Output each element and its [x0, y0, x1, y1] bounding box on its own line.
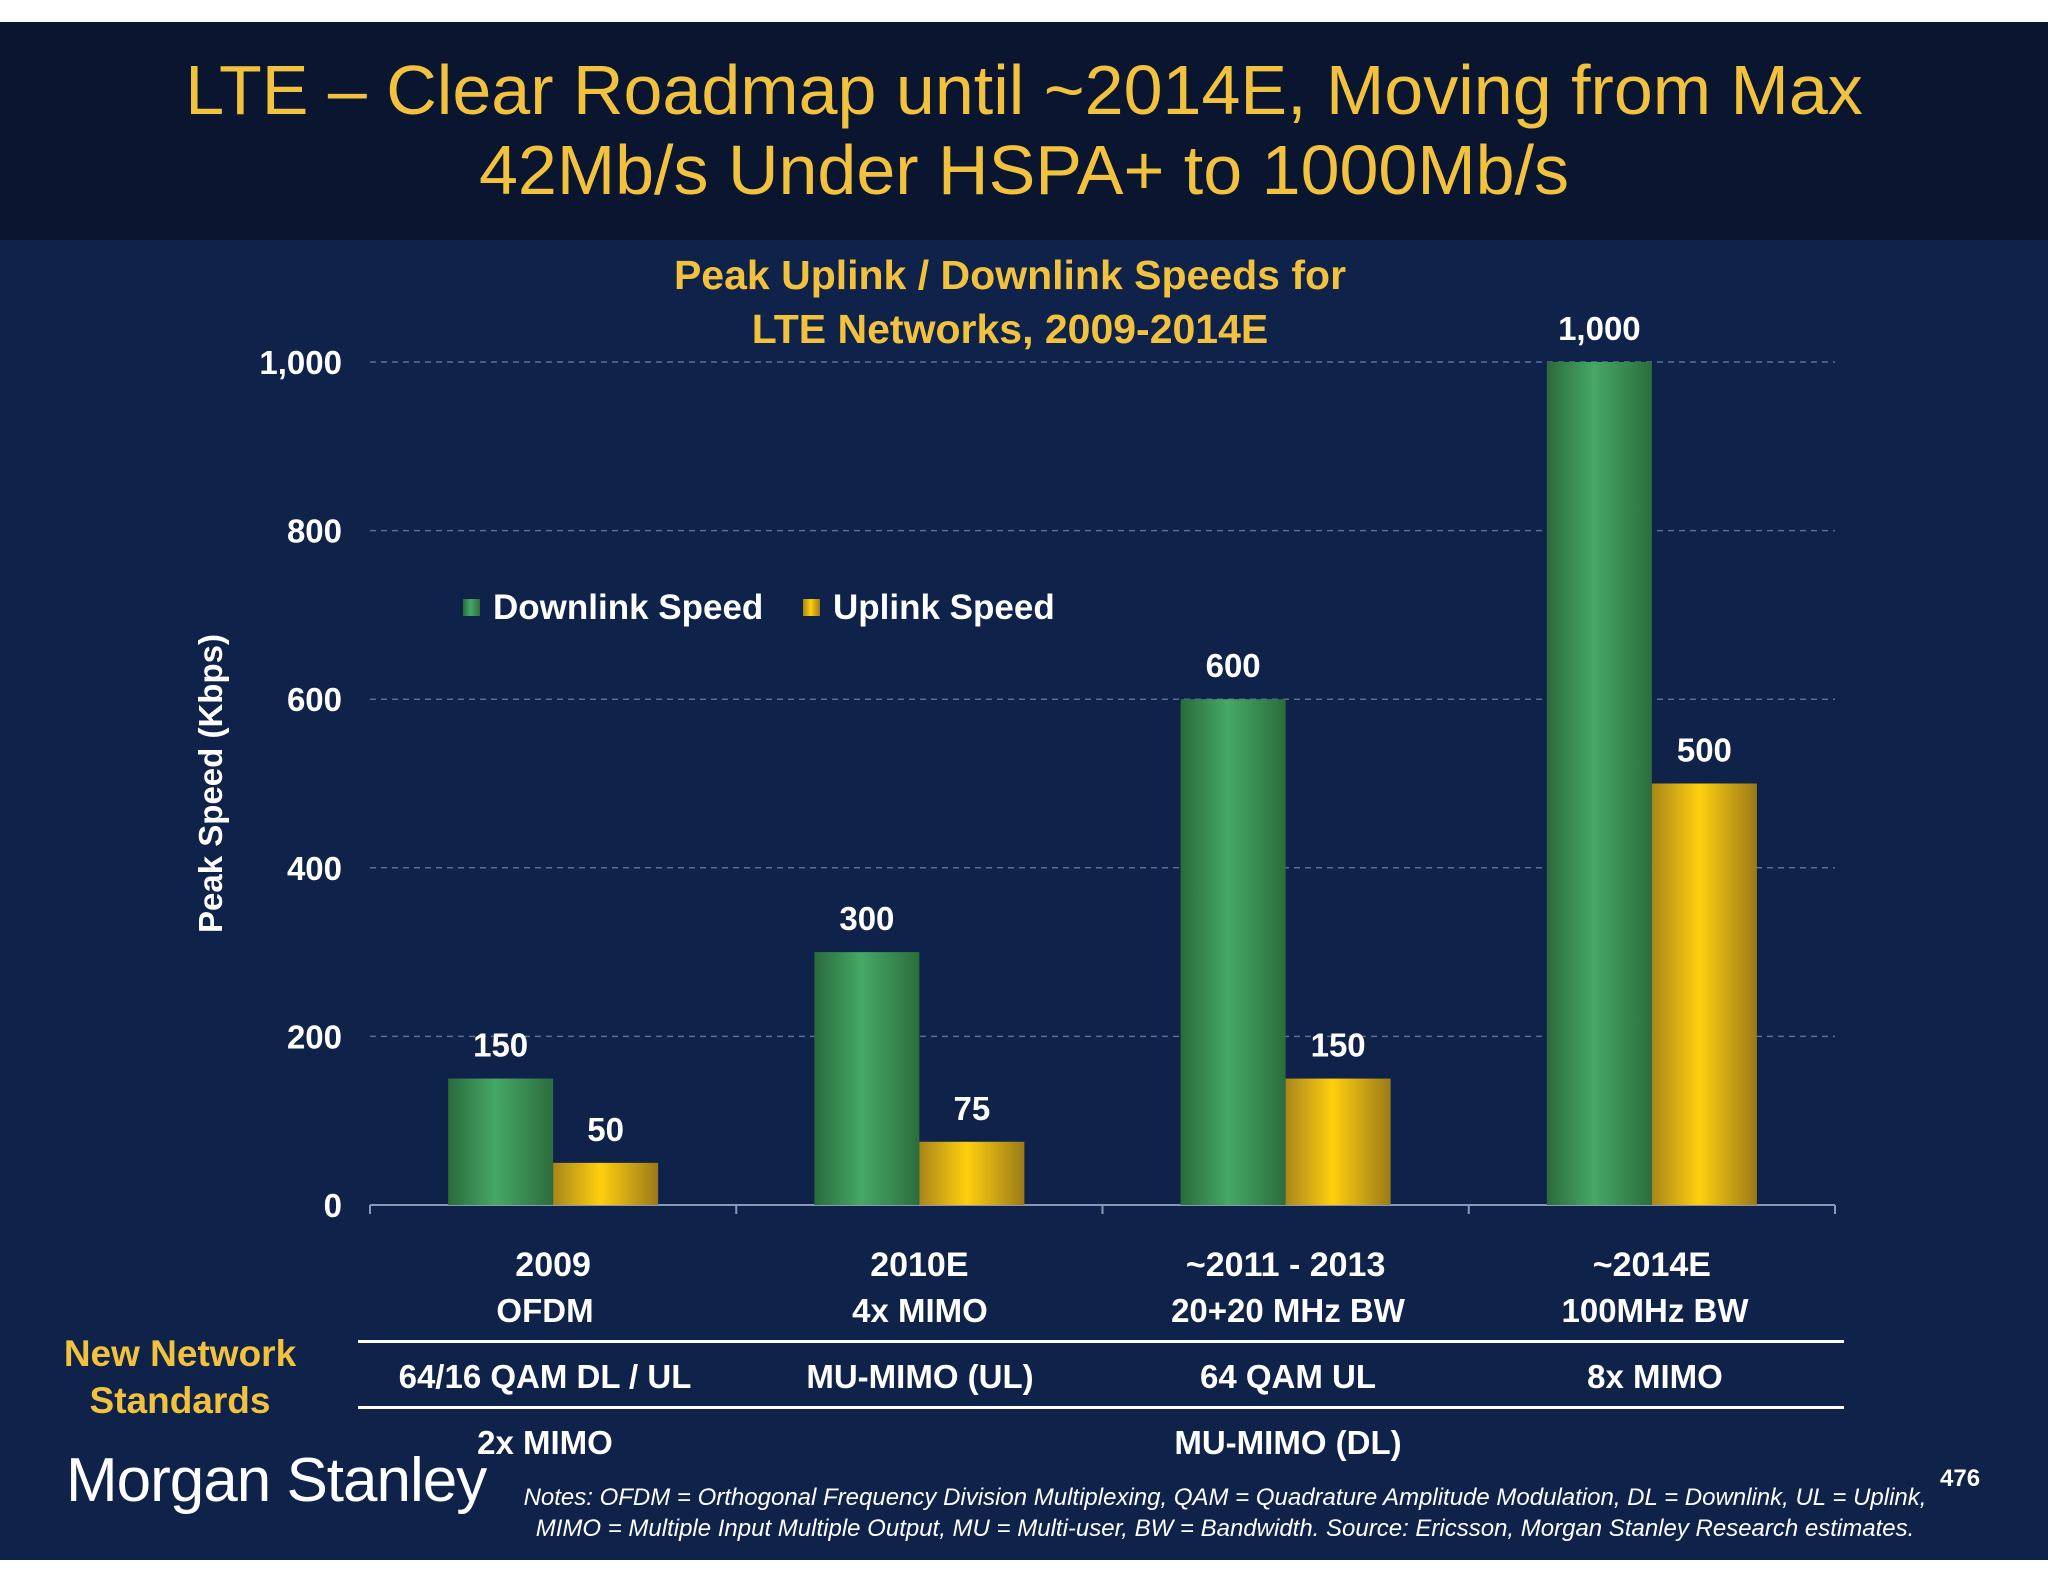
- y-tick-label: 0: [324, 1187, 342, 1224]
- legend-uplink-label: Uplink Speed: [833, 588, 1055, 627]
- standards-row-1: OFDM 4x MIMO 20+20 MHz BW 100MHz BW: [0, 1286, 2048, 1336]
- footnotes: Notes: OFDM = Orthogonal Frequency Divis…: [470, 1482, 1980, 1544]
- downlink-bar: [1546, 362, 1652, 1205]
- legend-uplink-swatch: [803, 599, 820, 616]
- x-category-label: ~2014E: [1593, 1246, 1711, 1284]
- title-band: [0, 22, 2048, 240]
- chart-title-line-2: LTE Networks, 2009-2014E: [751, 306, 1269, 352]
- page-number: 476: [1940, 1465, 1981, 1492]
- y-tick-label: 400: [287, 850, 342, 887]
- table-divider-2: [358, 1406, 1844, 1409]
- label-layer: 150 50 2009 300 75 2010E 600 150 ~2011 - 2013 1,0…: [473, 310, 1732, 1284]
- x-category-label: 2009: [515, 1246, 591, 1284]
- morgan-stanley-logo: Morgan Stanley: [66, 1446, 487, 1515]
- y-tick-label: 600: [287, 681, 342, 718]
- x-category-label: 2010E: [870, 1246, 968, 1284]
- data-label: 500: [1677, 732, 1732, 769]
- slide: LTE – Clear Roadmap until ~2014E, Moving…: [0, 22, 2048, 1560]
- x-category-label: ~2011 - 2013: [1186, 1246, 1385, 1284]
- downlink-bar: [814, 952, 920, 1205]
- standards-cell: MU-MIMO (UL): [806, 1358, 1034, 1395]
- data-label: 150: [473, 1027, 528, 1064]
- standards-cell: 8x MIMO: [1587, 1358, 1723, 1395]
- data-label: 600: [1206, 647, 1261, 684]
- legend-downlink-swatch: [463, 599, 480, 616]
- downlink-bar: [448, 1078, 554, 1205]
- footnote-line-1: Notes: OFDM = Orthogonal Frequency Divis…: [523, 1484, 1927, 1511]
- standards-cell: 4x MIMO: [852, 1292, 988, 1329]
- standards-cell: OFDM: [496, 1292, 594, 1329]
- y-axis-label: Peak Speed (Kbps): [192, 634, 229, 933]
- standards-label-line-2: Standards: [89, 1380, 271, 1421]
- slide-title-line-2: 42Mb/s Under HSPA+ to 1000Mb/s: [478, 131, 1570, 209]
- chart-title-line-1: Peak Uplink / Downlink Speeds for: [673, 252, 1347, 298]
- legend-layer: Downlink Speed Uplink Speed: [463, 588, 1055, 627]
- y-tick-label: 1,000: [259, 344, 342, 381]
- chart-title: Peak Uplink / Downlink Speeds for LTE Ne…: [600, 248, 1420, 356]
- standards-cell: MU-MIMO (DL): [1174, 1424, 1402, 1461]
- data-label: 50: [587, 1111, 624, 1148]
- y-tick-label: 200: [287, 1018, 342, 1055]
- data-label: 300: [839, 900, 894, 937]
- bar-chart: 0 200 400 600 800 1,000 Peak Speed (Kbps) 150 5…: [192, 310, 1836, 1284]
- data-label: 1,000: [1558, 310, 1641, 347]
- uplink-bar: [553, 1162, 659, 1205]
- standards-cell: 2x MIMO: [477, 1424, 613, 1461]
- standards-row-3: 2x MIMO MU-MIMO (DL): [0, 1418, 2048, 1468]
- grid-layer: [370, 361, 1835, 1038]
- uplink-bar: [1651, 783, 1757, 1205]
- y-tick-label: 800: [287, 513, 342, 550]
- uplink-bar: [1285, 1078, 1391, 1205]
- legend-downlink-label: Downlink Speed: [493, 588, 763, 627]
- standards-cell: 20+20 MHz BW: [1171, 1292, 1405, 1329]
- uplink-bar: [919, 1141, 1025, 1205]
- standards-cell: 64/16 QAM DL / UL: [398, 1358, 692, 1395]
- standards-row-2: 64/16 QAM DL / UL MU-MIMO (UL) 64 QAM UL…: [0, 1352, 2048, 1402]
- standards-label-line-1: New Network: [63, 1333, 297, 1374]
- standards-cell: 100MHz BW: [1561, 1292, 1749, 1329]
- data-label: 150: [1311, 1027, 1366, 1064]
- standards-label: New Network Standards: [40, 1330, 320, 1424]
- downlink-bar: [1180, 699, 1286, 1205]
- slide-title-line-1: LTE – Clear Roadmap until ~2014E, Moving…: [185, 51, 1863, 129]
- data-label: 75: [954, 1090, 991, 1127]
- footnote-line-2: MIMO = Multiple Input Multiple Output, M…: [535, 1515, 1915, 1542]
- table-divider-1: [358, 1340, 1844, 1343]
- slide-title: LTE – Clear Roadmap until ~2014E, Moving…: [60, 50, 1988, 210]
- standards-cell: 64 QAM UL: [1199, 1358, 1377, 1395]
- bar-layer: [448, 362, 1757, 1205]
